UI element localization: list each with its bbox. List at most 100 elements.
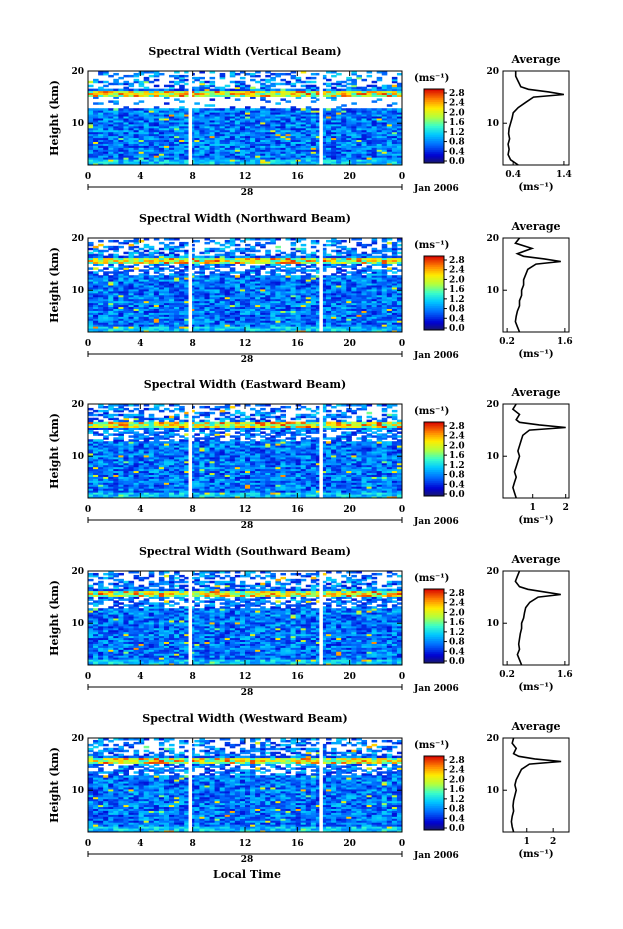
colorbar-tick-label: 0.0 <box>449 657 465 667</box>
date-label: Jan 2006 <box>413 351 459 361</box>
colorbar-tick-label: 1.6 <box>449 451 465 461</box>
x-tick-label: 20 <box>343 339 356 349</box>
colorbar-tick-label: 0.4 <box>449 814 465 824</box>
profile-x-tick-label: 1 <box>530 503 536 513</box>
profile-x-tick-label: 1.4 <box>556 170 572 180</box>
colorbar-tick-label: 2.8 <box>449 256 465 266</box>
profile-title: Average <box>510 386 560 399</box>
profile-x-unit: (ms⁻¹) <box>518 682 553 693</box>
profile-y-tick-label: 10 <box>486 119 499 129</box>
date-label: Jan 2006 <box>413 184 459 194</box>
colorbar-tick-label: 0.0 <box>449 490 465 500</box>
date-label: Jan 2006 <box>413 684 459 694</box>
data-gap <box>188 738 193 832</box>
y-axis-label: Height (km) <box>48 413 61 489</box>
x-tick-label: 8 <box>190 172 196 182</box>
data-gap <box>319 571 323 665</box>
profile-y-tick-label: 20 <box>486 67 499 77</box>
x-tick-label: 0 <box>85 672 91 682</box>
heatmap <box>88 238 403 333</box>
colorbar-tick-label: 0.8 <box>449 805 465 815</box>
colorbar-tick-label: 2.0 <box>449 775 465 785</box>
heatmap <box>88 404 403 499</box>
y-tick-label: 10 <box>71 452 84 462</box>
colorbar-frame <box>423 421 445 497</box>
colorbar-tick-label: 0.8 <box>449 305 465 315</box>
x-tick-label: 20 <box>343 672 356 682</box>
data-gap <box>319 404 323 498</box>
colorbar-tick-label: 0.0 <box>449 824 465 834</box>
profile-frame <box>502 403 570 499</box>
x-tick-label: 4 <box>137 672 143 682</box>
x-tick-label: 12 <box>239 672 252 682</box>
colorbar-tick-label: 2.8 <box>449 756 465 766</box>
x-tick-label: 8 <box>190 672 196 682</box>
profile-title: Average <box>510 720 560 733</box>
profile-y-tick-label: 20 <box>486 734 499 744</box>
colorbar <box>424 256 444 331</box>
profile-line <box>510 737 562 833</box>
data-gap <box>188 238 193 332</box>
colorbar-tick-label: 1.2 <box>449 795 465 805</box>
panel-2: Spectral Width (Northward Beam) 20 10 Heigh… <box>48 212 573 365</box>
colorbar-unit: (ms⁻¹) <box>414 740 449 751</box>
panel-title: Spectral Width (Southward Beam) <box>139 545 351 558</box>
day-label: 28 <box>241 688 254 698</box>
day-label: 28 <box>241 521 254 531</box>
data-gap <box>188 404 193 498</box>
profile-x-tick-label: 0.4 <box>505 170 521 180</box>
colorbar <box>424 89 444 164</box>
y-tick-label: 10 <box>71 619 84 629</box>
colorbar-tick-label: 2.4 <box>449 266 465 276</box>
colorbar-tick-label: 0.8 <box>449 638 465 648</box>
profile-x-tick-label: 1.6 <box>557 337 573 347</box>
x-tick-label: 0 <box>399 172 405 182</box>
colorbar-tick-label: 2.8 <box>449 422 465 432</box>
y-axis-label: Height (km) <box>48 580 61 656</box>
profile-line <box>507 71 565 166</box>
profile-y-tick-label: 20 <box>486 567 499 577</box>
x-tick-label: 0 <box>85 505 91 515</box>
profile-y-tick-label: 20 <box>486 234 499 244</box>
panel-title: Spectral Width (Vertical Beam) <box>148 45 341 58</box>
y-axis-label: Height (km) <box>48 80 61 156</box>
profile-line <box>514 237 561 333</box>
x-tick-label: 20 <box>343 505 356 515</box>
profile-y-tick-label: 10 <box>486 286 499 296</box>
y-tick-label: 10 <box>71 786 84 796</box>
colorbar-tick-label: 2.0 <box>449 108 465 118</box>
profile-frame <box>502 70 570 166</box>
heatmap <box>88 71 403 166</box>
colorbar-tick-label: 0.4 <box>449 480 465 490</box>
x-tick-label: 20 <box>343 172 356 182</box>
profile-frame <box>502 737 570 833</box>
colorbar-unit: (ms⁻¹) <box>414 573 449 584</box>
profile-x-unit: (ms⁻¹) <box>518 182 553 193</box>
colorbar-tick-label: 2.4 <box>449 99 465 109</box>
colorbar-tick-label: 2.0 <box>449 608 465 618</box>
profile-x-unit: (ms⁻¹) <box>518 515 553 526</box>
profile-y-tick-label: 20 <box>486 400 499 410</box>
colorbar <box>424 589 444 664</box>
data-gap <box>319 238 323 332</box>
colorbar-tick-label: 0.8 <box>449 471 465 481</box>
y-tick-label: 20 <box>71 67 84 77</box>
x-tick-label: 0 <box>85 839 91 849</box>
data-gap <box>319 738 323 832</box>
colorbar-unit: (ms⁻¹) <box>414 240 449 251</box>
x-tick-label: 20 <box>343 839 356 849</box>
x-tick-label: 0 <box>399 672 405 682</box>
profile-x-tick-label: 1.6 <box>557 670 573 680</box>
x-tick-label: 4 <box>137 505 143 515</box>
x-tick-label: 16 <box>291 339 304 349</box>
x-tick-label: 16 <box>291 505 304 515</box>
colorbar-tick-label: 2.4 <box>449 432 465 442</box>
panel-5: Spectral Width (Westward Beam)2010Height… <box>48 712 570 881</box>
data-gap <box>319 71 323 165</box>
y-tick-label: 10 <box>71 119 84 129</box>
x-tick-label: 0 <box>399 839 405 849</box>
profile-x-tick-label: 2 <box>563 503 569 513</box>
x-tick-label: 0 <box>85 339 91 349</box>
x-tick-label: 8 <box>190 339 196 349</box>
